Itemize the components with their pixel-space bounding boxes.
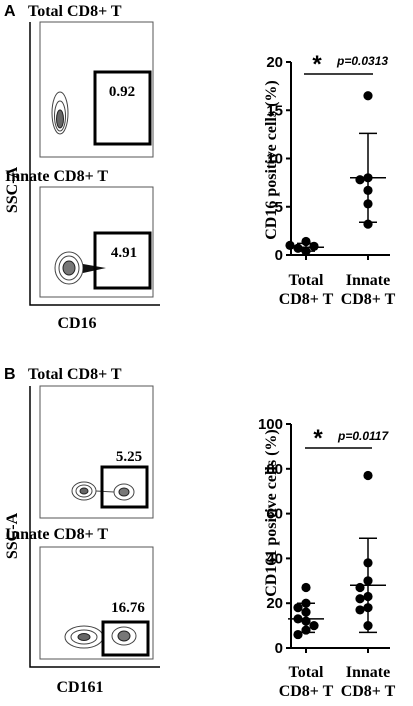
panel-b-chart-data-point [355, 582, 365, 593]
panel-a-chart-p-value: p=0.0313 [336, 54, 388, 68]
panel-b-chart-ytick-label: 0 [275, 640, 283, 657]
panel-b-chart-data-point [355, 605, 365, 615]
panel-b-chart-data-point [301, 598, 311, 608]
panel-a-chart-ytick-label: 10 [266, 151, 283, 168]
panel-a-chart-data-point [363, 199, 373, 209]
panel-b-flow-axes [29, 386, 160, 668]
panel-b-flow-bottom-gate-value: 16.76 [111, 600, 145, 616]
panel-a-flow-bottom-gate [93, 231, 152, 290]
panel-b-chart-data-point [363, 576, 373, 586]
panel-a-chart-data-point [363, 91, 373, 101]
panel-a-chart-ylabel: CD16 positive cells (%) [263, 80, 280, 240]
panel-a-chart-xtick-1-line2: CD8+ T [341, 291, 396, 308]
panel-b-chart-data-point [301, 625, 311, 635]
panel-b-flow-top-gate-value: 5.25 [116, 449, 142, 465]
panel-a-chart-xtick-0-line2: CD8+ T [279, 291, 334, 308]
panel-a-chart-data-point [363, 219, 373, 229]
panel-a-chart-sig-star: * [312, 51, 322, 78]
panel-b-chart-ytick-label: 60 [266, 506, 283, 523]
panel-b-flow-top-gate [100, 465, 149, 509]
panel-b-flow-top-plot [39, 385, 154, 519]
panel-a-flow: Total CD8+ T Innate CD8+ T SSC-A CD16 0.… [4, 3, 160, 332]
panel-a-chart-data-point [309, 241, 319, 251]
panel-a-flow-x-label: CD16 [57, 315, 96, 332]
panel-b-chart-data-point [355, 594, 365, 604]
panel-b-flow: Total CD8+ T Innate CD8+ T SSC-A CD161 5… [4, 366, 160, 696]
panel-a-flow-top-gate-value: 0.92 [109, 84, 135, 100]
panel-b-chart-data-point [301, 616, 311, 626]
panel-b-chart-ytick-label: 20 [266, 595, 283, 612]
panel-a-flow-bottom-title: Innate CD8+ T [5, 168, 108, 185]
panel-a-chart-data-point [285, 240, 295, 250]
panel-b-letter: B [4, 366, 16, 383]
panel-a-flow-y-label: SSC-A [4, 166, 21, 213]
panel-b-chart-data-point [293, 603, 303, 613]
panel-b-flow-bottom-title: Innate CD8+ T [5, 526, 108, 543]
panel-b-chart-data-point [363, 470, 373, 481]
panel-b-chart-data-point [363, 621, 373, 631]
panel-a-chart-xtick-1-line1: Innate [346, 272, 390, 289]
panel-b-chart: CD161 positive cells (%) * p=0.0117 Tota… [258, 416, 396, 700]
panel-a-flow-top-title: Total CD8+ T [28, 3, 122, 20]
panel-b: B Total CD8+ T Innate CD8+ T SSC-A CD161… [4, 366, 396, 700]
panel-b-chart-ytick-label: 100 [258, 416, 283, 433]
panel-b-chart-data-point [293, 614, 303, 624]
panel-a-chart-data-point [293, 243, 303, 253]
panel-a-chart-xtick-0-line1: Total [289, 272, 325, 289]
panel-a-chart-ytick-label: 15 [266, 102, 283, 119]
panel-b-chart-data-point [363, 558, 373, 568]
panel-a-chart-data-point [363, 173, 373, 183]
panel-b-chart-ytick-label: 40 [266, 550, 283, 567]
panel-a-flow-top-gate [93, 70, 152, 146]
panel-b-flow-top-title: Total CD8+ T [28, 366, 122, 383]
panel-b-flow-x-label: CD161 [56, 679, 103, 696]
panel-b-chart-xtick-0-line2: CD8+ T [279, 683, 334, 700]
panel-a-chart-data-point [301, 236, 311, 247]
panel-b-chart-data-point [301, 607, 311, 617]
panel-a-flow-top-contour [51, 91, 69, 135]
panel-a-flow-axes [29, 22, 160, 306]
panel-b-flow-bottom-contour [64, 625, 137, 649]
panel-b-chart-data-point [363, 591, 373, 602]
panel-b-flow-top-contour [71, 481, 135, 501]
panel-a-chart-ytick-label: 0 [275, 247, 283, 264]
panel-b-chart-ylabel: CD161 positive cells (%) [263, 429, 280, 597]
panel-b-chart-data-point [301, 582, 311, 593]
panel-b-flow-y-label: SSC-A [4, 512, 21, 559]
panel-a-chart-data-point [355, 175, 365, 185]
panel-b-chart-xtick-1-line2: CD8+ T [341, 683, 396, 700]
panel-a-chart-ytick-label: 5 [275, 199, 283, 216]
panel-b-chart-p-value: p=0.0117 [337, 429, 389, 443]
panel-a-chart: CD16 positive cells (%) * p=0.0313 Total… [263, 51, 396, 308]
panel-a: A Total CD8+ T Innate CD8+ T SSC-A CD16 … [4, 3, 396, 332]
panel-a-flow-bottom-gate-value: 4.91 [111, 245, 137, 261]
panel-a-letter: A [4, 3, 16, 20]
panel-a-chart-data-point [301, 246, 311, 256]
panel-a-chart-ytick-label: 20 [266, 54, 283, 71]
panel-b-chart-ytick-label: 80 [266, 461, 283, 478]
panel-b-chart-data-point [309, 621, 319, 631]
panel-a-chart-data-point [363, 185, 373, 195]
panel-b-chart-data-point [363, 603, 373, 613]
panel-b-chart-sig-star: * [313, 425, 323, 452]
panel-b-chart-data-point [293, 629, 303, 640]
panel-b-chart-xtick-1-line1: Innate [346, 664, 390, 681]
panel-b-flow-bottom-gate [101, 620, 150, 657]
panel-b-chart-xtick-0-line1: Total [289, 664, 325, 681]
